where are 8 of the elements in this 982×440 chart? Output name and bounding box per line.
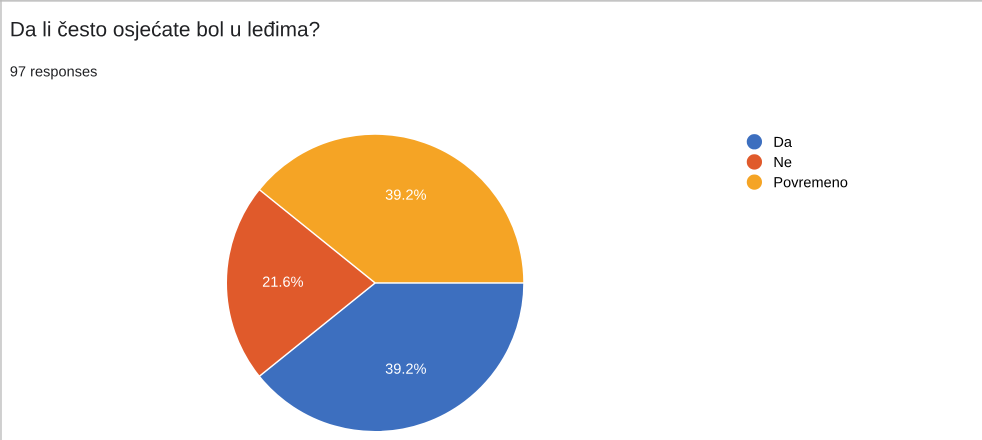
data-label: 39.2% bbox=[386, 364, 426, 374]
legend-label: Ne bbox=[774, 157, 792, 168]
chart-title: Da li često osjećate bol u leđima? bbox=[12, 20, 320, 41]
legend-label: Povremeno bbox=[774, 177, 848, 188]
data-label: 21.6% bbox=[262, 276, 304, 287]
text: 97 responses bbox=[10, 66, 97, 80]
legend-label: Da bbox=[774, 136, 792, 148]
data-label: 39.2% bbox=[386, 190, 426, 200]
